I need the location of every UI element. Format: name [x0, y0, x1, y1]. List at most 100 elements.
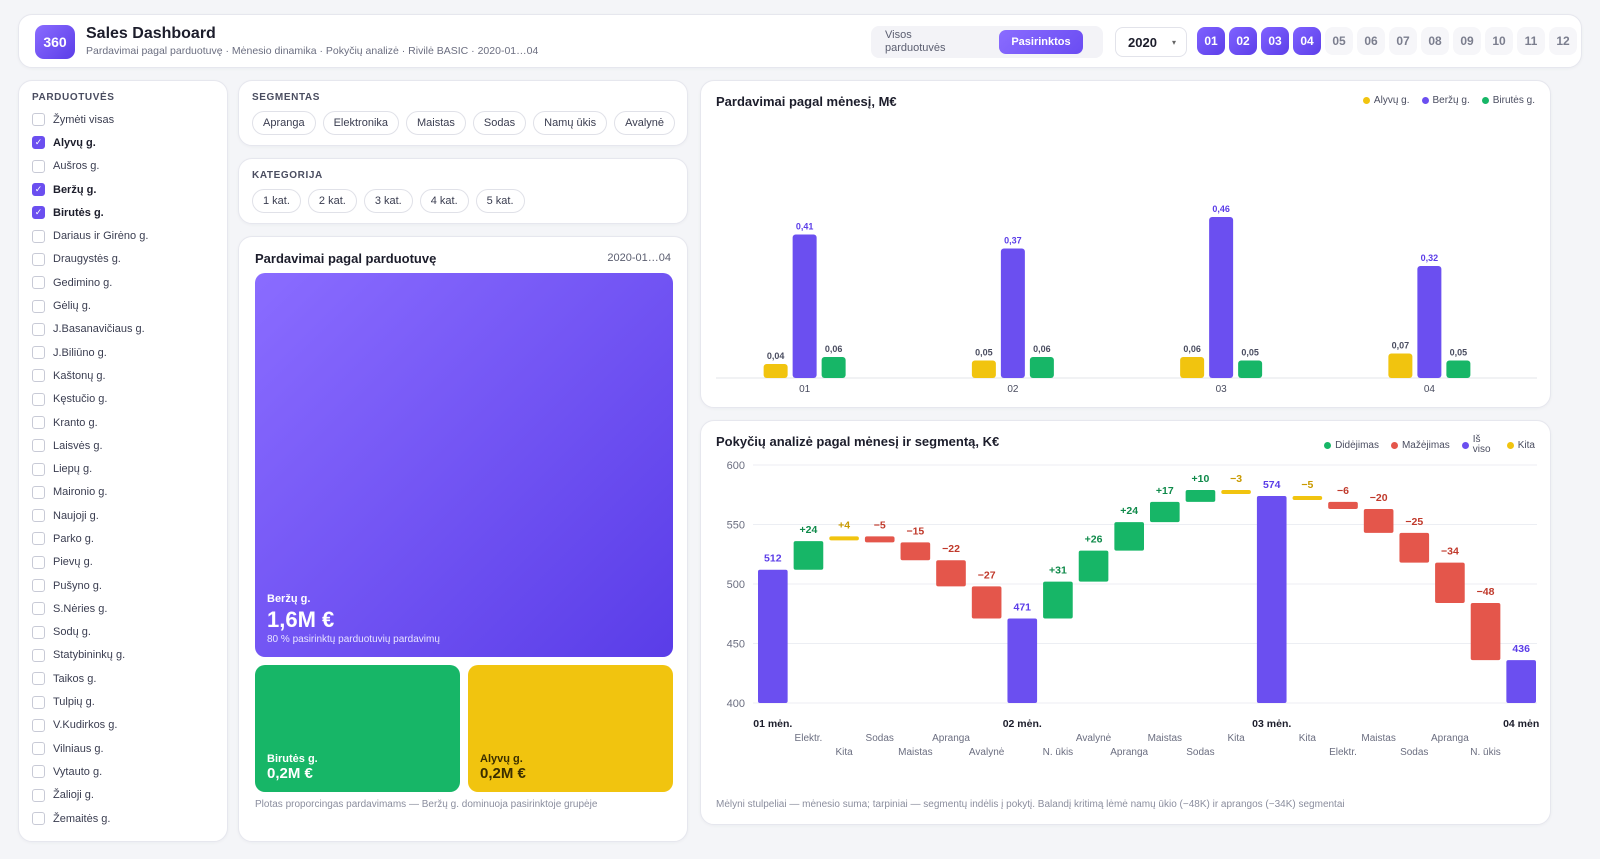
checkbox-icon[interactable]: [32, 416, 45, 429]
checkbox-icon[interactable]: [32, 765, 45, 779]
store-item[interactable]: Gedimino g.: [32, 271, 148, 294]
store-item[interactable]: Vytauto g.: [32, 760, 148, 783]
month-01-button[interactable]: 01: [1197, 27, 1225, 55]
store-item[interactable]: J.Biliūno g.: [32, 341, 148, 364]
checkbox-icon[interactable]: [32, 648, 45, 662]
segment-chip[interactable]: Apranga: [252, 111, 316, 135]
checkbox-icon[interactable]: [32, 532, 45, 546]
store-item[interactable]: Gėlių g.: [32, 294, 148, 317]
checkbox-icon[interactable]: [32, 322, 45, 336]
x-tick-label: 03 mėn.: [1252, 718, 1291, 730]
treemap-tile-alyvu[interactable]: Alyvų g. 0,2M €: [468, 665, 673, 792]
checkbox-icon[interactable]: [32, 579, 45, 593]
checkbox-icon[interactable]: [32, 392, 45, 406]
month-02-button[interactable]: 02: [1229, 27, 1257, 55]
store-item[interactable]: Kranto g.: [32, 411, 148, 434]
bar-value-label: 0,05: [1241, 348, 1259, 358]
store-item[interactable]: Dariaus ir Girėno g.: [32, 224, 148, 247]
store-item[interactable]: Tulpių g.: [32, 690, 148, 713]
checkbox-icon[interactable]: [32, 509, 45, 523]
checkbox-icon[interactable]: [32, 252, 45, 266]
store-item[interactable]: Žemaitės g.: [32, 807, 148, 830]
checkbox-icon[interactable]: [32, 299, 45, 313]
category-chip[interactable]: 4 kat.: [419, 189, 469, 213]
month-04-button[interactable]: 04: [1293, 27, 1321, 55]
checkbox-icon[interactable]: [32, 485, 45, 499]
store-item[interactable]: Draugystės g.: [32, 248, 148, 271]
store-item[interactable]: ✓ Alyvų g.: [32, 131, 148, 154]
checkbox-icon[interactable]: [32, 742, 45, 756]
treemap-tile-berzu[interactable]: Beržų g. 1,6M € 80 % pasirinktų parduotu…: [255, 273, 673, 657]
category-chip[interactable]: 5 kat.: [475, 189, 525, 213]
checkbox-icon[interactable]: [32, 439, 45, 453]
bar-alyvg: [1180, 357, 1205, 378]
store-item[interactable]: Laisvės g.: [32, 434, 148, 457]
month-09-button[interactable]: 09: [1453, 27, 1481, 55]
store-item[interactable]: J.Basanavičiaus g.: [32, 318, 148, 341]
store-item[interactable]: Parko g.: [32, 527, 148, 550]
checkbox-icon[interactable]: [32, 812, 45, 826]
store-label: V.Kudirkos g.: [53, 719, 118, 732]
store-item[interactable]: Žalioji g.: [32, 784, 148, 807]
store-item[interactable]: Žymėti visas: [32, 108, 148, 131]
segment-chip[interactable]: Namų ūkis: [533, 111, 608, 135]
category-chip[interactable]: 2 kat.: [307, 189, 357, 213]
store-item[interactable]: Kęstučio g.: [32, 388, 148, 411]
checkbox-icon[interactable]: [32, 695, 45, 709]
store-item[interactable]: Maironio g.: [32, 481, 148, 504]
checkbox-icon[interactable]: [32, 602, 45, 616]
checkbox-checked-icon[interactable]: ✓: [32, 183, 45, 197]
category-chip[interactable]: 1 kat.: [252, 189, 301, 213]
checkbox-icon[interactable]: [32, 625, 45, 639]
checkbox-icon[interactable]: [32, 113, 45, 127]
checkbox-icon[interactable]: [32, 718, 45, 732]
store-item[interactable]: Statybininkų g.: [32, 644, 148, 667]
checkbox-checked-icon[interactable]: ✓: [32, 206, 45, 220]
month-11-button[interactable]: 11: [1517, 27, 1545, 55]
segment-chip[interactable]: Sodas: [472, 111, 527, 135]
checkbox-icon[interactable]: [32, 672, 45, 686]
checkbox-icon[interactable]: [32, 276, 45, 290]
treemap-tile-birutes[interactable]: Birutės g. 0,2M €: [255, 665, 460, 792]
store-item[interactable]: Pievų g.: [32, 551, 148, 574]
bar-value-label: 0,32: [1421, 253, 1439, 263]
month-07-button[interactable]: 07: [1389, 27, 1417, 55]
category-chip[interactable]: 3 kat.: [363, 189, 413, 213]
checkbox-icon[interactable]: [32, 229, 45, 243]
store-item[interactable]: Pušyno g.: [32, 574, 148, 597]
month-12-button[interactable]: 12: [1549, 27, 1577, 55]
store-label: Tulpių g.: [53, 696, 95, 709]
month-05-button[interactable]: 05: [1325, 27, 1353, 55]
year-select[interactable]: 2020 ▾: [1115, 27, 1187, 57]
month-10-button[interactable]: 10: [1485, 27, 1513, 55]
store-item[interactable]: Kaštonų g.: [32, 364, 148, 387]
checkbox-checked-icon[interactable]: ✓: [32, 136, 45, 150]
store-item[interactable]: V.Kudirkos g.: [32, 714, 148, 737]
checkbox-icon[interactable]: [32, 159, 45, 173]
toggle-all-stores[interactable]: Visos parduotuvės: [885, 29, 946, 54]
store-item[interactable]: ✓ Birutės g.: [32, 201, 148, 224]
checkbox-icon[interactable]: [32, 346, 45, 360]
store-item[interactable]: Naujoji g.: [32, 504, 148, 527]
checkbox-icon[interactable]: [32, 369, 45, 383]
toggle-selected-stores[interactable]: Pasirinktos: [999, 30, 1083, 54]
legend-item: Iš viso: [1461, 435, 1495, 455]
store-item[interactable]: Liepų g.: [32, 457, 148, 480]
store-item[interactable]: Vilniaus g.: [32, 737, 148, 760]
segment-chip[interactable]: Elektronika: [322, 111, 400, 135]
legend-label: Kita: [1517, 439, 1535, 451]
store-item[interactable]: Sodų g.: [32, 621, 148, 644]
store-item[interactable]: ✓ Beržų g.: [32, 178, 148, 201]
segment-chip[interactable]: Avalynė: [614, 111, 676, 135]
store-item[interactable]: Taikos g.: [32, 667, 148, 690]
month-08-button[interactable]: 08: [1421, 27, 1449, 55]
month-03-button[interactable]: 03: [1261, 27, 1289, 55]
checkbox-icon[interactable]: [32, 788, 45, 802]
store-item[interactable]: S.Nėries g.: [32, 597, 148, 620]
checkbox-icon[interactable]: [32, 462, 45, 476]
store-item[interactable]: Aušros g.: [32, 155, 148, 178]
waterfall-value-label: −22: [942, 543, 960, 555]
month-06-button[interactable]: 06: [1357, 27, 1385, 55]
checkbox-icon[interactable]: [32, 555, 45, 569]
segment-chip[interactable]: Maistas: [406, 111, 466, 135]
